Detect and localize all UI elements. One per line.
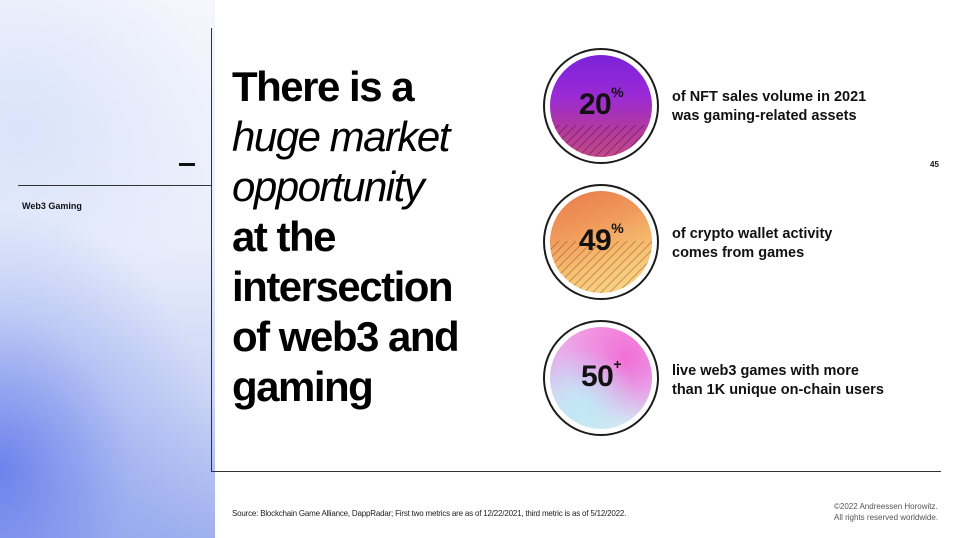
stat-circle-fill (550, 55, 652, 157)
stat-suffix: % (611, 84, 624, 100)
stat-value: 50+ (580, 356, 622, 393)
bottom-divider (211, 471, 941, 472)
headline-line-1: There is a (232, 63, 415, 110)
headline-line-2: huge market (232, 113, 450, 160)
left-gradient-panel (0, 0, 215, 538)
stat-circle-fill (550, 327, 652, 429)
stat-circle-games: 50+ (543, 320, 659, 436)
stat-description-line: was gaming-related assets (672, 108, 857, 124)
stat-value: 20% (578, 84, 624, 121)
source-note: Source: Blockchain Game Alliance, DappRa… (232, 509, 627, 518)
stat-suffix: % (611, 220, 624, 236)
headline-line-6: of web3 and (232, 313, 460, 360)
left-divider (18, 185, 211, 186)
copyright-notice: ©2022 Andreessen Horowitz. All rights re… (834, 501, 938, 523)
copyright-line: All rights reserved worldwide. (834, 513, 939, 522)
headline-line-7: gaming (232, 363, 374, 410)
headline-line-5: intersection (232, 263, 454, 310)
headline-line-3: opportunity (232, 163, 425, 210)
stat-description-line: of NFT sales volume in 2021 (672, 89, 867, 105)
stat-description-nft: of NFT sales volume in 2021 was gaming-r… (672, 88, 912, 126)
stat-description-line: comes from games (672, 245, 805, 261)
dash-marker (179, 163, 195, 166)
stat-circle-fill (550, 191, 652, 293)
headline-line-4: at the (232, 213, 337, 260)
stat-description-games: live web3 games with more than 1K unique… (672, 362, 912, 400)
stat-description-line: live web3 games with more (672, 363, 859, 379)
stat-description-line: than 1K unique on-chain users (672, 382, 884, 398)
section-label: Web3 Gaming (22, 201, 82, 211)
stat-circle-wallet: 49% (543, 184, 659, 300)
stat-value: 49% (578, 220, 624, 257)
stat-description-line: of crypto wallet activity (672, 226, 833, 242)
stat-circle-nft: 20% (543, 48, 659, 164)
stat-description-wallet: of crypto wallet activity comes from gam… (672, 225, 912, 263)
stat-suffix: + (613, 356, 622, 372)
vertical-divider (211, 28, 212, 471)
page-number: 45 (930, 160, 939, 169)
slide-headline: There is a huge market opportunity at th… (232, 62, 532, 412)
copyright-line: ©2022 Andreessen Horowitz. (834, 502, 938, 511)
